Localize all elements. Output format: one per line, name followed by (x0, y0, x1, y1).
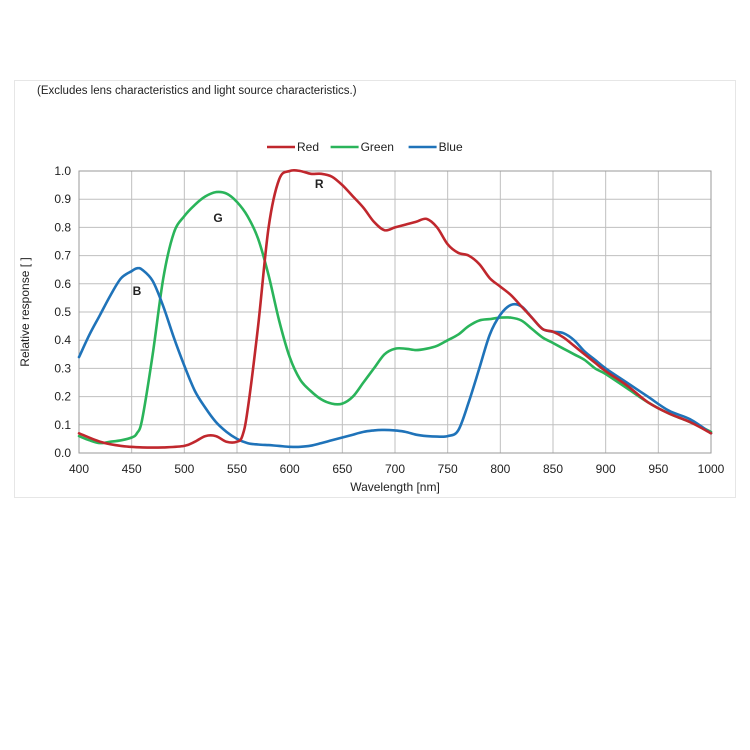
x-tick-label: 950 (648, 462, 668, 476)
y-tick-label: 0.4 (54, 333, 71, 347)
x-tick-label: 650 (332, 462, 352, 476)
y-tick-label: 0.7 (54, 249, 71, 263)
x-tick-label: 450 (122, 462, 142, 476)
x-tick-label: 1000 (698, 462, 725, 476)
y-tick-label: 1.0 (54, 164, 71, 178)
x-tick-label: 600 (280, 462, 300, 476)
x-tick-label: 700 (385, 462, 405, 476)
y-tick-label: 0.8 (54, 220, 71, 234)
chart-svg: 400 450 500 550 600 650 700 750 800 850 900 950 1000… (18, 140, 725, 494)
curve-label-red: R (315, 177, 324, 191)
curve-labels: R G B (133, 177, 324, 298)
axis-layer: 400 450 500 550 600 650 700 750 800 850 900 950 1000… (18, 164, 725, 494)
x-tick-label: 900 (596, 462, 616, 476)
y-tick-label: 0.3 (54, 361, 71, 375)
chart-note: (Excludes lens characteristics and light… (37, 85, 357, 97)
x-tick-label: 850 (543, 462, 563, 476)
series-line-red (77, 168, 713, 449)
y-tick-label: 0.6 (54, 277, 71, 291)
x-tick-label: 550 (227, 462, 247, 476)
y-tick-label: 0.0 (54, 446, 71, 460)
legend-label-green: Green (361, 140, 394, 154)
x-axis-title: Wavelength [nm] (350, 480, 440, 494)
chart-figure: (Excludes lens characteristics and light… (14, 80, 736, 498)
legend-label-red: Red (297, 140, 319, 154)
legend: Red Green Blue (267, 140, 463, 154)
y-axis-title: Relative response [ ] (18, 257, 32, 366)
x-tick-label: 750 (438, 462, 458, 476)
y-tick-label: 0.9 (54, 192, 71, 206)
legend-label-blue: Blue (439, 140, 463, 154)
y-tick-label: 0.5 (54, 305, 71, 319)
x-tick-label: 400 (69, 462, 89, 476)
curve-label-blue: B (133, 284, 142, 298)
grid-layer (78, 170, 712, 454)
curve-label-green: G (213, 211, 222, 225)
series-line-blue (77, 266, 713, 449)
x-tick-label: 500 (174, 462, 194, 476)
plot-frame (78, 170, 712, 454)
series-layer (77, 168, 713, 449)
y-tick-label: 0.1 (54, 418, 71, 432)
x-tick-label: 800 (490, 462, 510, 476)
y-tick-label: 0.2 (54, 390, 71, 404)
series-line-green (77, 190, 713, 445)
